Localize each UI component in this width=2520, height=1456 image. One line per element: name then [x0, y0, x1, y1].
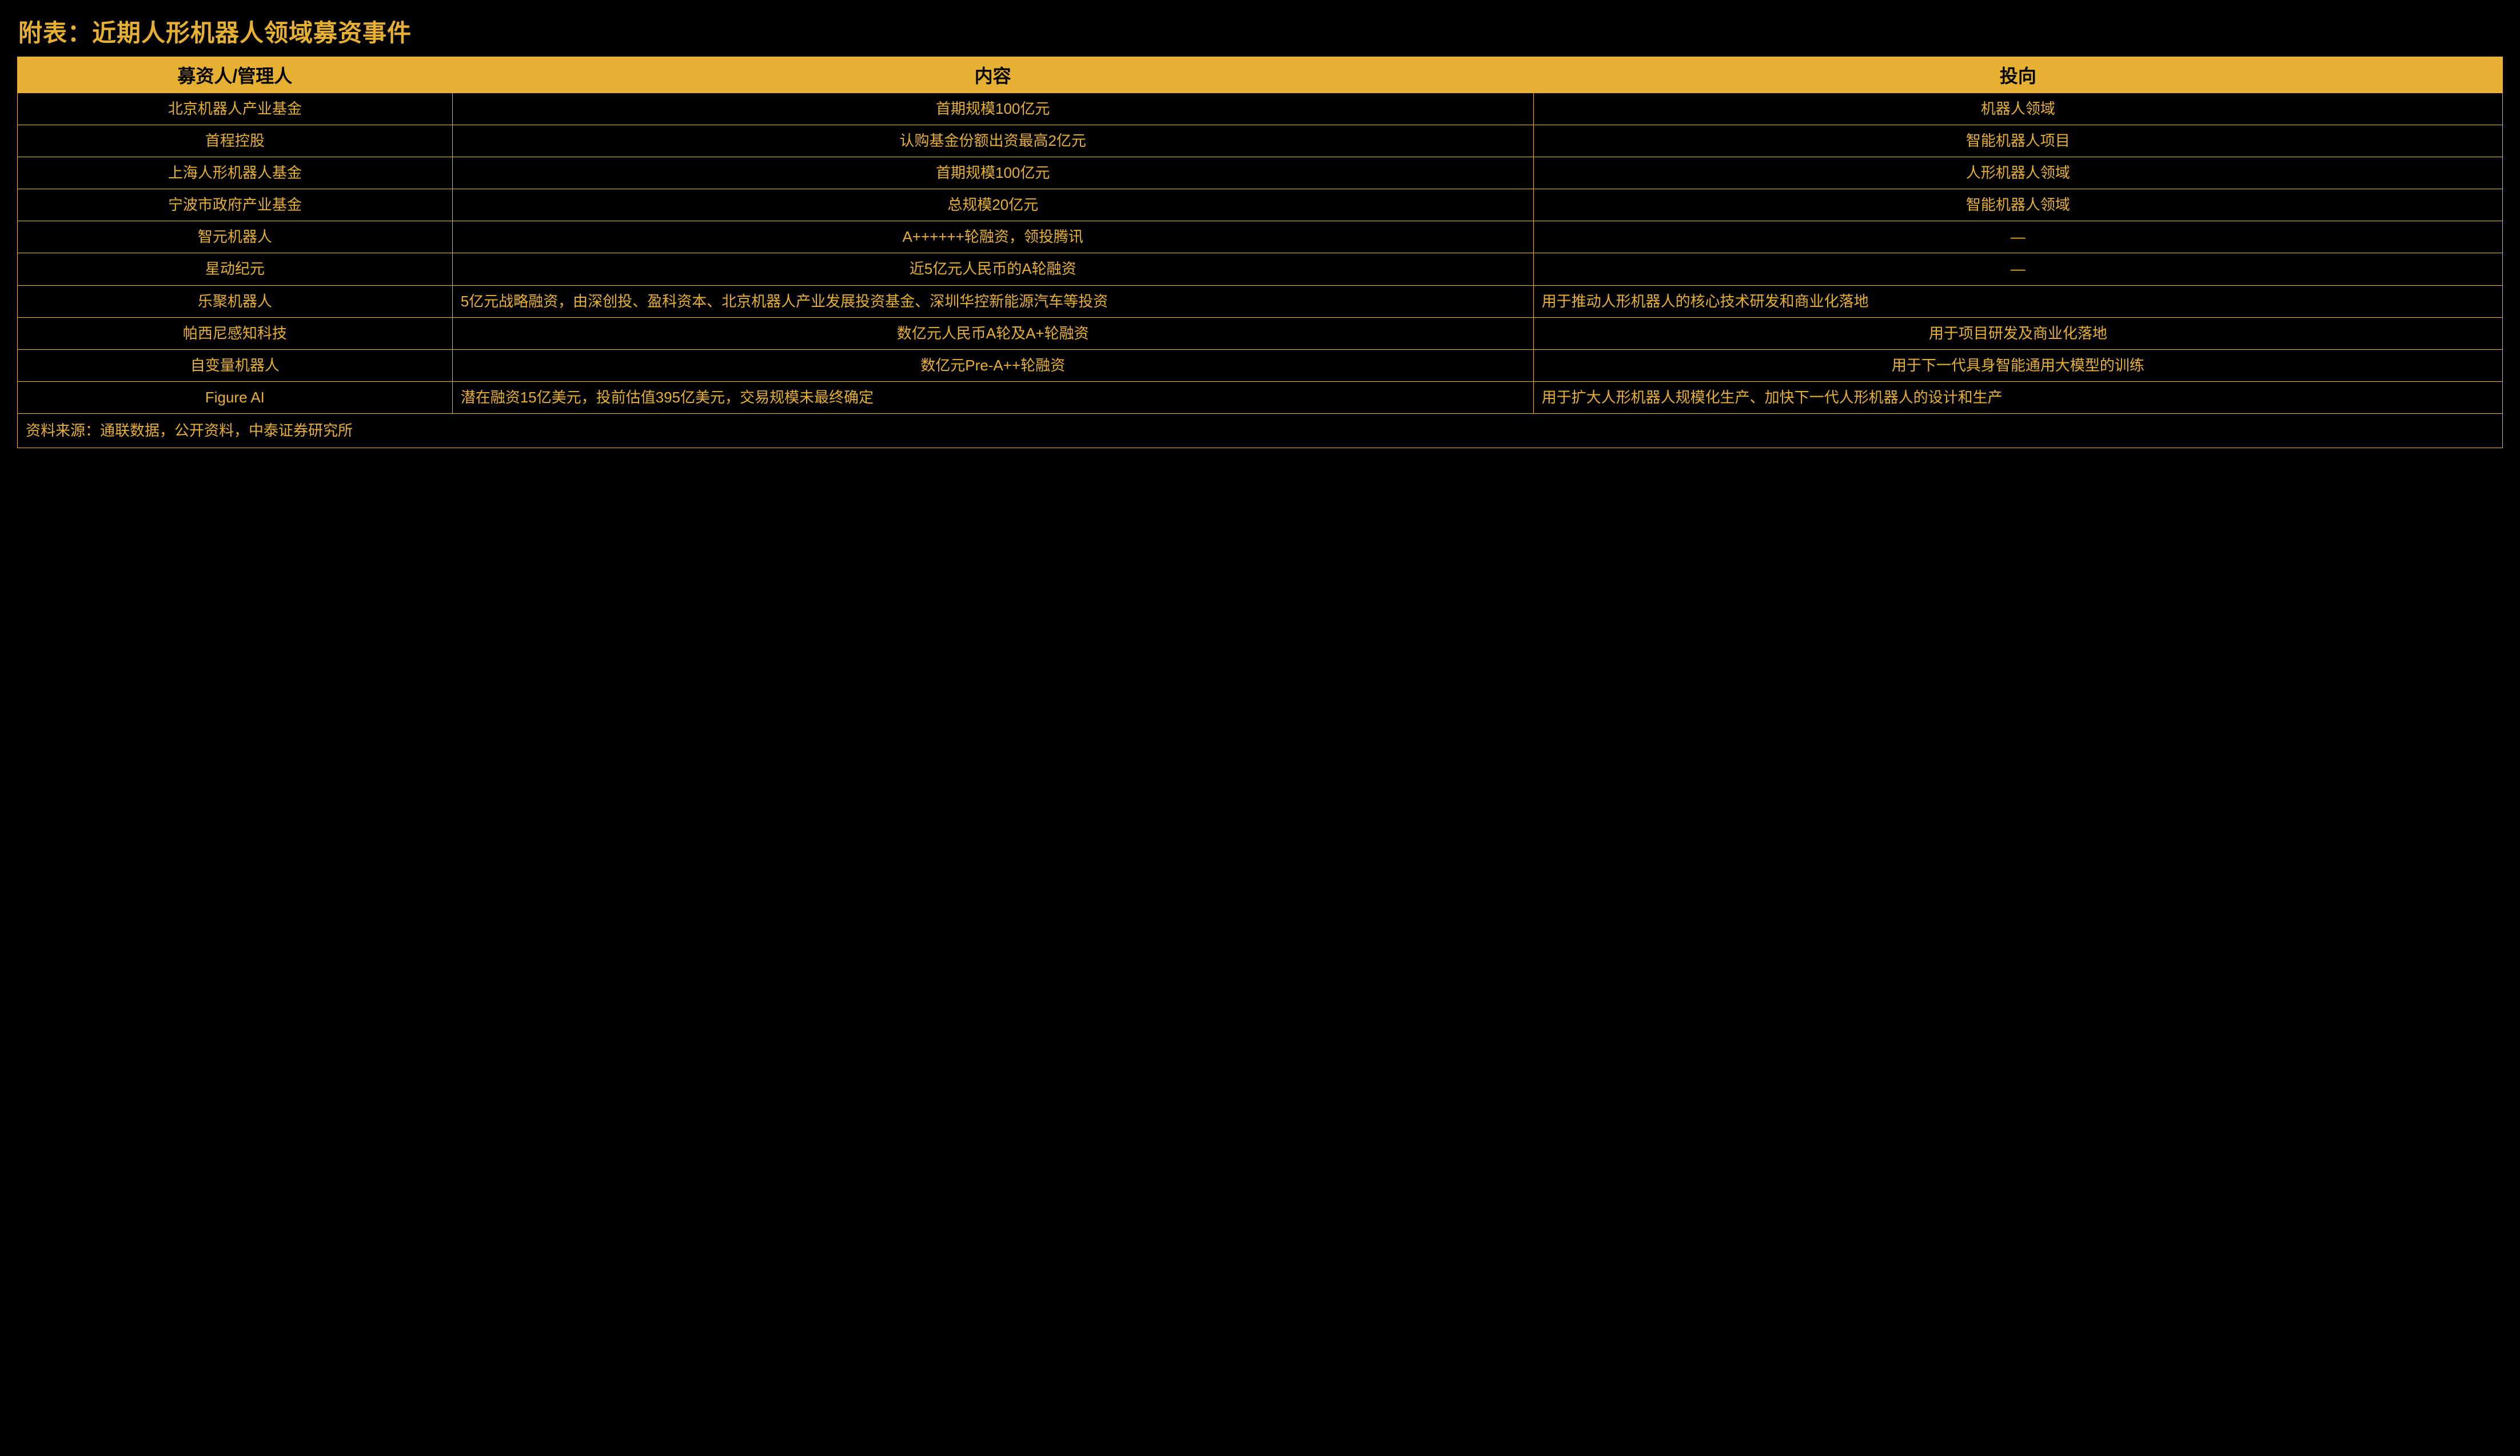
- cell-direction: 用于推动人形机器人的核心技术研发和商业化落地: [1533, 285, 2502, 317]
- cell-content: 数亿元人民币A轮及A+轮融资: [452, 317, 1533, 349]
- cell-direction: 用于项目研发及商业化落地: [1533, 317, 2502, 349]
- table-source-row: 资料来源：通联数据，公开资料，中泰证券研究所: [18, 413, 2503, 448]
- cell-content: 5亿元战略融资，由深创投、盈科资本、北京机器人产业发展投资基金、深圳华控新能源汽…: [452, 285, 1533, 317]
- table-row: 上海人形机器人基金 首期规模100亿元 人形机器人领域: [18, 157, 2503, 189]
- table-row: Figure AI 潜在融资15亿美元，投前估值395亿美元，交易规模未最终确定…: [18, 381, 2503, 413]
- cell-direction: 智能机器人领域: [1533, 189, 2502, 221]
- fundraising-table: 募资人/管理人 内容 投向 北京机器人产业基金 首期规模100亿元 机器人领域 …: [17, 57, 2503, 448]
- cell-manager: 上海人形机器人基金: [18, 157, 453, 189]
- col-header-direction: 投向: [1533, 57, 2502, 93]
- table-row: 宁波市政府产业基金 总规模20亿元 智能机器人领域: [18, 189, 2503, 221]
- table-body: 北京机器人产业基金 首期规模100亿元 机器人领域 首程控股 认购基金份额出资最…: [18, 93, 2503, 448]
- cell-manager: Figure AI: [18, 381, 453, 413]
- cell-content: 潜在融资15亿美元，投前估值395亿美元，交易规模未最终确定: [452, 381, 1533, 413]
- col-header-content: 内容: [452, 57, 1533, 93]
- cell-manager: 自变量机器人: [18, 349, 453, 381]
- cell-direction: 用于下一代具身智能通用大模型的训练: [1533, 349, 2502, 381]
- cell-content: 首期规模100亿元: [452, 157, 1533, 189]
- cell-direction: —: [1533, 253, 2502, 285]
- cell-direction: —: [1533, 221, 2502, 253]
- cell-manager: 帕西尼感知科技: [18, 317, 453, 349]
- cell-manager: 首程控股: [18, 125, 453, 157]
- cell-manager: 北京机器人产业基金: [18, 93, 453, 125]
- cell-manager: 乐聚机器人: [18, 285, 453, 317]
- page-title: 附表：近期人形机器人领域募资事件: [18, 14, 2503, 49]
- table-row: 帕西尼感知科技 数亿元人民币A轮及A+轮融资 用于项目研发及商业化落地: [18, 317, 2503, 349]
- cell-manager: 星动纪元: [18, 253, 453, 285]
- source-cell: 资料来源：通联数据，公开资料，中泰证券研究所: [18, 413, 2503, 448]
- cell-manager: 宁波市政府产业基金: [18, 189, 453, 221]
- table-row: 智元机器人 A++++++轮融资，领投腾讯 —: [18, 221, 2503, 253]
- col-header-manager: 募资人/管理人: [18, 57, 453, 93]
- cell-content: 总规模20亿元: [452, 189, 1533, 221]
- cell-content: 数亿元Pre-A++轮融资: [452, 349, 1533, 381]
- cell-direction: 智能机器人项目: [1533, 125, 2502, 157]
- cell-manager: 智元机器人: [18, 221, 453, 253]
- table-header-row: 募资人/管理人 内容 投向: [18, 57, 2503, 93]
- table-row: 自变量机器人 数亿元Pre-A++轮融资 用于下一代具身智能通用大模型的训练: [18, 349, 2503, 381]
- cell-content: 认购基金份额出资最高2亿元: [452, 125, 1533, 157]
- table-row: 星动纪元 近5亿元人民币的A轮融资 —: [18, 253, 2503, 285]
- table-row: 北京机器人产业基金 首期规模100亿元 机器人领域: [18, 93, 2503, 125]
- table-row: 乐聚机器人 5亿元战略融资，由深创投、盈科资本、北京机器人产业发展投资基金、深圳…: [18, 285, 2503, 317]
- cell-content: A++++++轮融资，领投腾讯: [452, 221, 1533, 253]
- page-root: 附表：近期人形机器人领域募资事件 募资人/管理人 内容 投向 北京机器人产业基金…: [0, 0, 2520, 465]
- cell-content: 首期规模100亿元: [452, 93, 1533, 125]
- cell-content: 近5亿元人民币的A轮融资: [452, 253, 1533, 285]
- cell-direction: 机器人领域: [1533, 93, 2502, 125]
- cell-direction: 人形机器人领域: [1533, 157, 2502, 189]
- cell-direction: 用于扩大人形机器人规模化生产、加快下一代人形机器人的设计和生产: [1533, 381, 2502, 413]
- table-row: 首程控股 认购基金份额出资最高2亿元 智能机器人项目: [18, 125, 2503, 157]
